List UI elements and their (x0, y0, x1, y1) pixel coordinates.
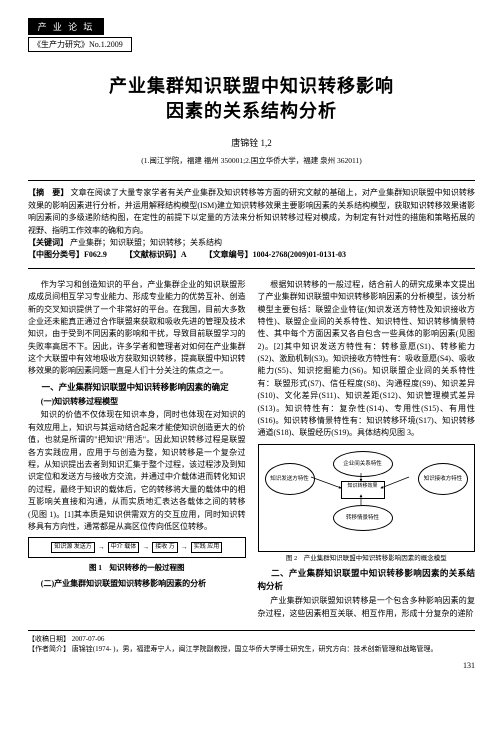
keywords-text: 产业集群；知识联盟；知识转移；关系结构 (70, 238, 222, 247)
fig2-oval-context: 转移情景特性 (333, 505, 393, 531)
clc-label: 【中图分类号】F062.9 (28, 250, 107, 259)
header-block: 产 业 论 坛 《生产力研究》No.1.2009 (28, 18, 475, 52)
left-p2: 知识的价值不仅体现在知识本身，同时也体现在对知识的有效应用上，知识与其运动结合起… (28, 409, 246, 533)
abstract-text: 文章在阅读了大量专家学者有关产业集群及知识转移等方面的研究文献的基础上，对产业集… (28, 188, 475, 234)
figure-2-caption: 图 2 产业集群知识联盟中知识转移影响因素的概念模型 (258, 554, 476, 564)
fig1-box-3: 接收 方 (152, 542, 178, 553)
right-p2: 产业集群知识联盟知识转移是一个包含多种影响因素的复杂过程，这些因素相互关联、相互… (258, 595, 476, 620)
left-column: 作为学习和创造知识的平台，产业集群企业的知识联盟形成成员间相互学习专业能力、形成… (28, 279, 246, 622)
article-id-label: 【文章编号】1004-2768(2009)01-0131-03 (205, 250, 346, 259)
arrow-icon: → (142, 542, 149, 553)
author-bio-row: 【作者简介】 唐锦铨(1974- )，男，福建寿宁人，闽江学院副教授，国立华侨大… (28, 645, 475, 655)
abstract-row: 【摘 要】 文章在阅读了大量专家学者有关产业集群及知识转移等方面的研究文献的基础… (28, 187, 475, 237)
body-columns: 作为学习和创造知识的平台，产业集群企业的知识联盟形成成员间相互学习专业能力、形成… (28, 279, 475, 622)
abstract-block: 【摘 要】 文章在阅读了大量专家学者有关产业集群及知识转移等方面的研究文献的基础… (28, 180, 475, 268)
figure-2: 知识发送方特性 知识接收方特性 企业间关系特性 转移情景特性 知识转移效果 (258, 444, 476, 552)
received-date: 2007-07-06 (72, 635, 105, 643)
fig2-oval-relation: 企业间关系特性 (333, 451, 393, 477)
figure-1: 知识源 发送方 → 中介 载体 → 接收 方 → 实践 应用 (28, 537, 246, 558)
author-bio-text: 唐锦铨(1974- )，男，福建寿宁人，闽江学院副教授，国立华侨大学博士研究生，… (72, 645, 438, 653)
right-column: 根据知识转移的一般过程，结合前人的研究成果本文提出了产业集群知识联盟中知识转移影… (258, 279, 476, 622)
arrow-icon: → (98, 542, 105, 553)
title-line-2: 因素的关系结构分析 (166, 101, 337, 121)
affiliation: (1.闽江学院，福建 福州 350001;2.国立华侨大学，福建 泉州 3620… (28, 155, 475, 166)
subsection-1-2-heading: (二)产业集群知识联盟知识转移影响因素的分析 (28, 578, 246, 590)
article-title: 产业集群知识联盟中知识转移影响 因素的关系结构分析 (28, 74, 475, 124)
page-number: 131 (28, 661, 475, 670)
abstract-label: 【摘 要】 (28, 188, 68, 197)
figure-1-row: 知识源 发送方 → 中介 载体 → 接收 方 → 实践 应用 (33, 542, 241, 553)
fig1-box-2: 中介 载体 (108, 542, 140, 553)
section-1-heading: 一、产业集群知识联盟中知识转移影响因素的确定 (28, 381, 246, 394)
section-2-heading: 二、产业集群知识联盟中知识转移影响因素的关系结构分析 (258, 567, 476, 593)
authors: 唐锦铨 1,2 (28, 136, 475, 149)
received-date-row: 【收稿日期】 2007-07-06 (28, 635, 475, 645)
fig1-box-1: 知识源 发送方 (51, 542, 95, 553)
left-p1: 作为学习和创造知识的平台，产业集群企业的知识联盟形成成员间相互学习专业能力、形成… (28, 279, 246, 378)
received-date-label: 【收稿日期】 (28, 635, 70, 643)
category-label: 产 业 论 坛 (28, 18, 104, 35)
journal-label: 《生产力研究》No.1.2009 (28, 37, 132, 52)
page-root: 产 业 论 坛 《生产力研究》No.1.2009 产业集群知识联盟中知识转移影响… (0, 0, 503, 684)
footer-block: 【收稿日期】 2007-07-06 【作者简介】 唐锦铨(1974- )，男，福… (28, 630, 475, 655)
right-p1: 根据知识转移的一般过程，结合前人的研究成果本文提出了产业集群知识联盟中知识转移影… (258, 279, 476, 440)
classification-row: 【中图分类号】F062.9 【文献标识码】A 【文章编号】1004-2768(2… (28, 249, 475, 261)
keywords-row: 【关键词】 产业集群；知识联盟；知识转移；关系结构 (28, 237, 475, 249)
keywords-label: 【关键词】 (28, 238, 68, 247)
title-line-1: 产业集群知识联盟中知识转移影响 (109, 76, 394, 96)
arrow-icon: → (181, 542, 188, 553)
doc-code-label: 【文献标识码】A (125, 250, 187, 259)
author-bio-label: 【作者简介】 (28, 645, 70, 653)
fig2-oval-sender: 知识发送方特性 (265, 463, 315, 495)
fig2-oval-receiver: 知识接收方特性 (418, 463, 468, 495)
figure-1-caption: 图 1 知识转移的一般过程图 (28, 562, 246, 574)
fig1-box-4: 实践 应用 (191, 542, 223, 553)
subsection-1-1-heading: (一)知识转移过程模型 (28, 396, 246, 408)
fig2-rect-effect: 知识转移效果 (341, 481, 385, 499)
